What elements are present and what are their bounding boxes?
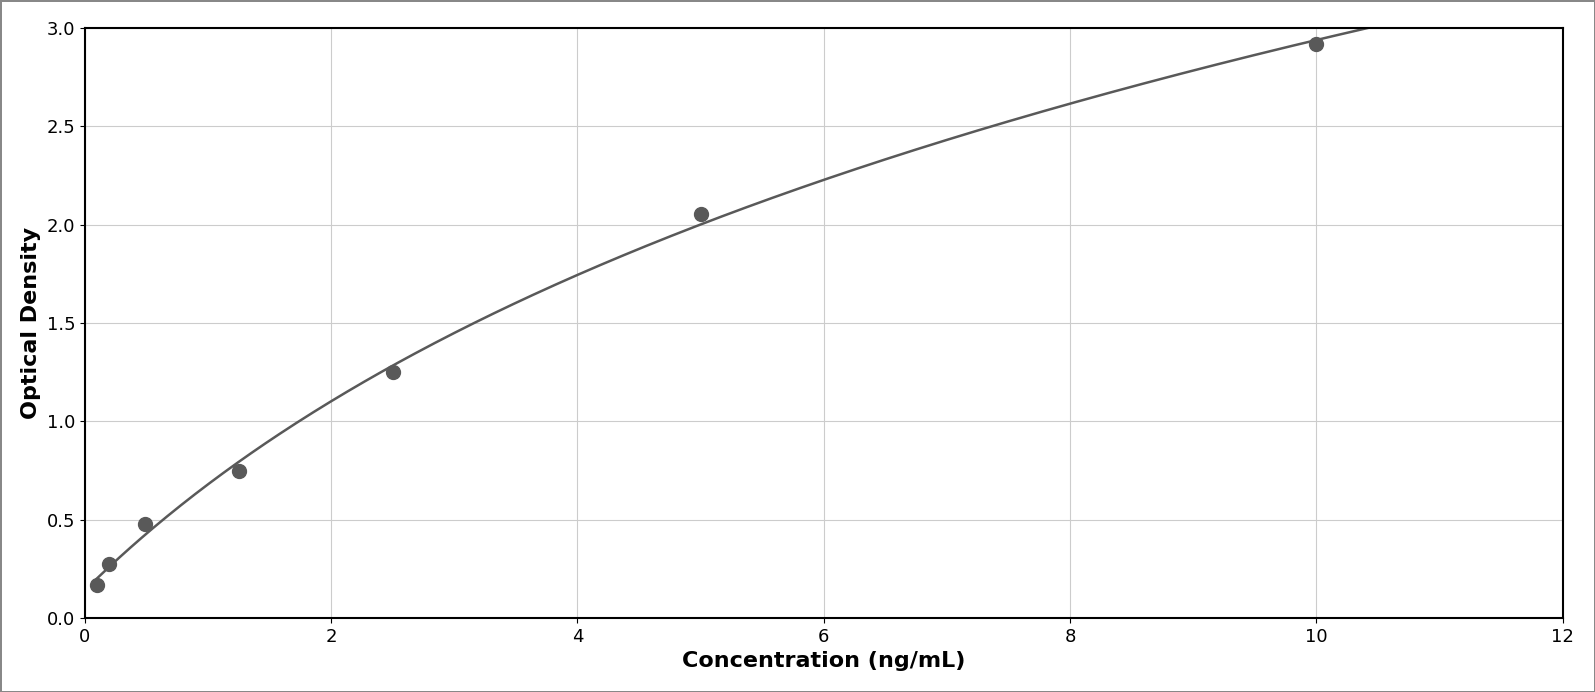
X-axis label: Concentration (ng/mL): Concentration (ng/mL) xyxy=(683,651,965,671)
Point xyxy=(226,465,252,476)
Point xyxy=(1303,38,1329,49)
Point xyxy=(96,558,121,570)
Point xyxy=(85,579,110,590)
Point xyxy=(132,518,158,529)
Point xyxy=(380,367,405,378)
Point xyxy=(687,208,713,219)
Y-axis label: Optical Density: Optical Density xyxy=(21,227,41,419)
